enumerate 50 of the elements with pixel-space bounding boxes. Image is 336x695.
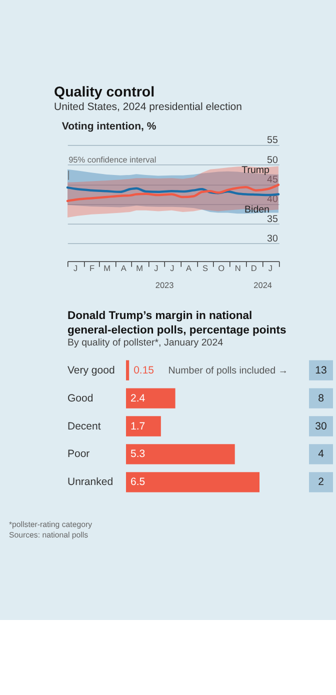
y-tick-label: Poor xyxy=(68,448,90,460)
series-label: Trump xyxy=(242,164,270,176)
x-tick-label: 2024 xyxy=(254,280,272,290)
text: O xyxy=(218,264,226,273)
text: J xyxy=(170,264,174,273)
bar xyxy=(126,416,161,436)
y-tick-label: Decent xyxy=(68,420,101,432)
y-tick-label: 35 xyxy=(267,214,278,225)
y-tick-label: 45 xyxy=(267,174,278,186)
chart-title: Donald Trump’s margin in national general-election polls, percentage points xyxy=(68,310,286,336)
data-label: 6.5 xyxy=(130,476,146,488)
text: S xyxy=(202,264,209,273)
series-label: Biden xyxy=(244,204,270,216)
text: A xyxy=(186,264,192,273)
data-label: 1.7 xyxy=(130,420,146,432)
data-label: 2.4 xyxy=(130,392,146,404)
text: N xyxy=(234,264,241,273)
text: 4 xyxy=(318,448,324,460)
text: J xyxy=(154,264,158,273)
text: M xyxy=(104,264,111,273)
chart-title: Quality control xyxy=(54,84,155,100)
x-tick-label: 2023 xyxy=(155,280,174,290)
bar xyxy=(126,388,176,408)
text: F xyxy=(90,264,95,273)
text: 13 xyxy=(315,364,327,376)
y-tick-label: 50 xyxy=(267,154,278,166)
bar xyxy=(126,472,260,492)
annotation: 95% confidence interval xyxy=(68,155,156,164)
data-label: 0.15 xyxy=(134,364,154,376)
bar xyxy=(126,360,130,380)
chart-subtitle: United States, 2024 presidential election xyxy=(54,100,242,113)
text: J xyxy=(268,264,273,273)
y-tick-label: Unranked xyxy=(68,476,114,488)
y-axis-title: Voting intention, % xyxy=(62,120,157,133)
text: M xyxy=(136,264,144,273)
bar xyxy=(126,444,235,464)
text: J xyxy=(73,264,78,273)
text: A xyxy=(120,264,127,273)
y-tick-label: Good xyxy=(68,392,94,404)
text: 30 xyxy=(315,420,327,432)
annotation: Number of polls included → xyxy=(168,365,288,376)
data-label: 5.3 xyxy=(130,448,146,460)
chart-subtitle: By quality of pollster*, January 2024 xyxy=(68,337,224,348)
y-tick-label: Very good xyxy=(68,364,115,376)
y-tick-label: 30 xyxy=(267,234,278,245)
text: 8 xyxy=(318,392,324,404)
text: D xyxy=(250,264,257,273)
text: 2 xyxy=(318,476,324,488)
y-tick-label: 55 xyxy=(267,135,278,146)
y-tick-label: 40 xyxy=(267,194,278,206)
